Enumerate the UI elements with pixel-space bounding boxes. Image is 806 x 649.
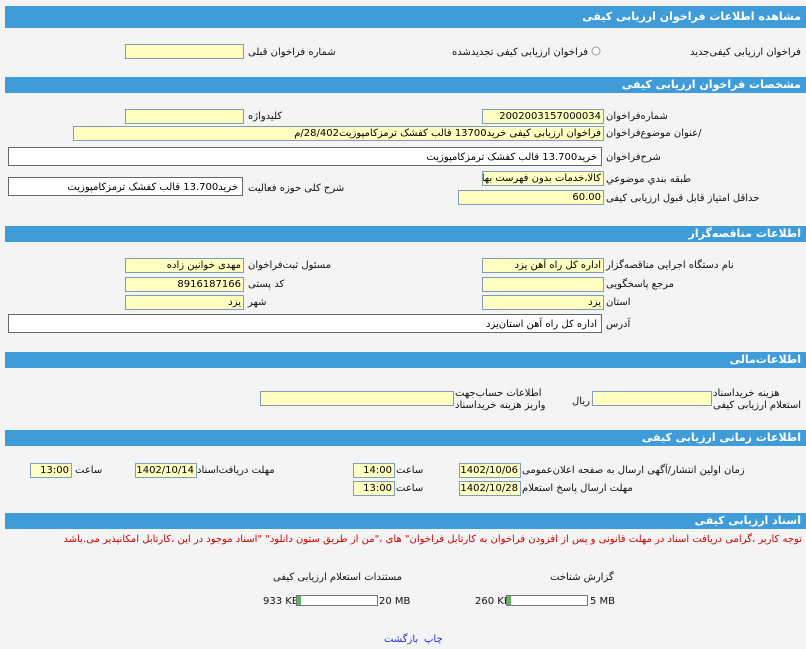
field-label: شماره‌فراخوان (606, 111, 668, 122)
input[interactable]: 13:00 (30, 463, 72, 478)
input[interactable]: 1402/10/28 (459, 481, 521, 496)
field-label: کد پستی (248, 279, 285, 290)
file-max: 5 MB (590, 596, 616, 607)
text-box: اداره کل راه آهن استان‌یزد (8, 314, 602, 333)
field-label: مسئول ثبت‌فراخوان (248, 260, 332, 271)
input[interactable]: 13:00 (353, 481, 395, 496)
input[interactable]: کالا،خدمات بدون فهرست بها (482, 171, 604, 186)
input[interactable]: 60.00 (458, 190, 604, 205)
text-box: خرید13.700 قالب کفشک ترمزکامپوزیت (8, 147, 602, 166)
input[interactable]: 1402/10/06 (459, 463, 521, 478)
section-title: اطلاعات‌مالی (5, 352, 806, 368)
field-label: ساعت (396, 465, 424, 476)
print-link[interactable]: چاپ (424, 634, 443, 645)
field-label: استعلام ارزیابی کیفی (713, 400, 802, 411)
input[interactable]: یزد (482, 295, 604, 310)
text-box: خرید13.700 قالب کفشک ترمزکامپوزیت (8, 177, 243, 196)
field-label: شرح‌فراخوان (606, 152, 661, 163)
input[interactable] (125, 44, 244, 59)
input[interactable] (260, 391, 454, 406)
field-label: /عنوان موضوع‌فراخوان (606, 128, 702, 139)
field-label: زمان اولین انتشار/آگهی ارسال به صفحه اعل… (522, 465, 745, 476)
field-label: ساعت (396, 483, 424, 494)
field-label: نام دستگاه اجرایی مناقصه‌گزار (606, 260, 734, 271)
page-title: مشاهده اطلاعات فراخوان ارزيابی کيفی (5, 6, 806, 28)
field-label: طبقه بندي موضوعي (606, 174, 692, 185)
input[interactable]: 1402/10/14 (135, 463, 197, 478)
file-name: مستندات استعلام ارزیابی کیفی (273, 572, 403, 583)
input[interactable]: یزد (125, 295, 244, 310)
unit-label: ریال (572, 396, 590, 407)
field-label: آدرس (606, 319, 631, 330)
input[interactable]: 2002003157000034 (482, 109, 604, 124)
radio[interactable] (591, 46, 601, 56)
field-label: حداقل امتیاز قابل قبول ارزیابی کیفی (606, 193, 760, 204)
input[interactable] (125, 109, 244, 124)
input[interactable] (482, 277, 604, 292)
input[interactable]: اداره کل راه آهن یزد (482, 258, 604, 273)
radio-label[interactable]: فراخوان ارزیابی کیفی‌جدید (690, 47, 801, 58)
input[interactable] (592, 391, 712, 406)
field-label: شرح کلی حوزه فعالیت (248, 183, 345, 194)
file-size: 260 KB (475, 596, 511, 607)
progress-bar (506, 595, 588, 606)
file-max: 20 MB (379, 596, 411, 607)
back-link[interactable]: بازگشت (384, 634, 419, 645)
field-label: شهر (248, 297, 267, 308)
section-title: اطلاعات مناقصه‌گزار (5, 226, 806, 242)
notice: توجه کاربر ،گرامی دریافت اسناد در مهلت ق… (63, 534, 803, 545)
section-title: اسناد ارزیابی کیفی (5, 513, 806, 529)
field-label: مرجع پاسخگویی (606, 279, 675, 290)
field-label: مهلت ارسال پاسخ استعلام (522, 483, 633, 494)
field-label: شماره فراخوان قبلی (248, 47, 336, 58)
section-title: مشخصات فراخوان ارزیابی کیفی (5, 77, 806, 93)
input[interactable]: 8916187166 (125, 277, 244, 292)
field-label: کلیدواژه (248, 111, 283, 122)
radio-label[interactable]: فراخوان ارزیابی کیفی تجدیدشده (452, 47, 589, 58)
section-title: اطلاعات زمانی ارزیابی کیفی (5, 430, 806, 446)
input[interactable]: 14:00 (353, 463, 395, 478)
field-label: ساعت (75, 465, 103, 476)
input[interactable]: مهدی خوانین زاده (125, 258, 244, 273)
field-label: هزینه خریداسناد (713, 388, 780, 399)
field-label: مهلت دریافت‌اسناد (197, 465, 275, 476)
field-label: واریز هزینه خریداسناد (455, 400, 546, 411)
file-size: 933 KB (263, 596, 299, 607)
field-label: اطلاعات حساب‌جهت (455, 388, 542, 399)
field-label: استان (606, 297, 631, 308)
file-name: گزارش شناخت (550, 572, 614, 583)
input[interactable]: فراخوان ارزیابی کیفی خرید13700 قالب کفشک… (73, 126, 604, 141)
progress-bar (296, 595, 378, 606)
